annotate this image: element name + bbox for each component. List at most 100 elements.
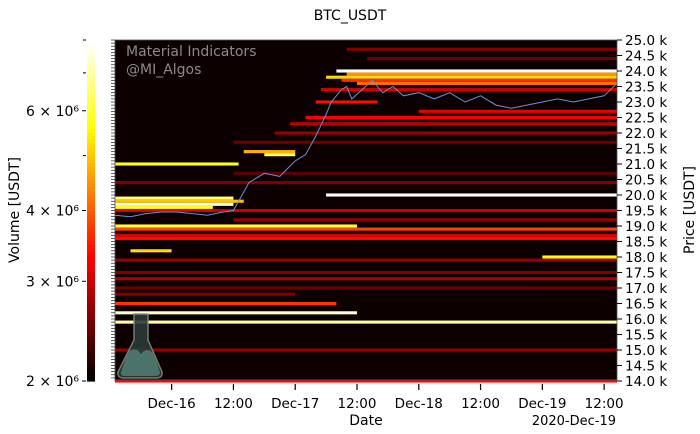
colorbar-segment [87,142,95,147]
heatmap-band [418,109,617,113]
price-tick-label: 20.5 k [625,173,667,189]
colorbar-segment [87,40,95,45]
heatmap-band [264,153,296,157]
colorbar-segment [87,254,95,259]
colorbar-segment [87,162,95,167]
colorbar-segment [87,213,95,218]
heatmap-band [115,205,213,209]
colorbar-segment [87,196,95,201]
colorbar-segment [87,70,95,75]
heatmap-band [326,75,617,79]
colorbar-segment [87,340,95,345]
colorbar-segment [87,176,95,181]
price-line [114,79,618,218]
colorbar-segment [87,155,95,160]
colorbar-segment [87,166,95,171]
colorbar-segment [87,183,95,188]
colorbar-segment [87,367,95,372]
price-tick-label: 19.5 k [625,204,667,220]
price-tick-label: 19.0 k [625,219,667,235]
colorbar-segment [87,285,95,290]
price-axis: 14.0 k14.5 k15.0 k15.5 k16.0 k16.5 k17.0… [111,33,667,390]
colorbar-segment [87,220,95,225]
price-tick-label: 17.0 k [625,281,667,297]
heatmap-band [115,286,617,290]
heatmap-band [320,88,617,92]
colorbar-tick-label: 2 × 10⁶ [26,374,79,390]
colorbar-segment [87,374,95,379]
heatmap-band [115,224,357,228]
date-tick-label: 12:00 [214,396,253,412]
colorbar-segment [87,258,95,263]
price-tick-label: 24.5 k [625,49,667,65]
colorbar-segment [87,244,95,249]
colorbar-segment [87,132,95,137]
colorbar-segment [87,292,95,297]
price-tick-label: 22.0 k [625,126,667,142]
colorbar-segment [87,63,95,68]
price-tick-label: 21.0 k [625,157,667,173]
colorbar-segment [87,350,95,355]
price-tick-label: 18.0 k [625,250,667,266]
heatmap-band [346,47,617,51]
heatmap-band [542,255,617,259]
heatmap-band [115,199,244,203]
colorbar-segment [87,46,95,51]
colorbar-segment [87,74,95,79]
price-tick-label: 22.5 k [625,111,667,127]
heatmap-band [115,320,617,324]
heatmap-band [233,140,617,144]
colorbar-segment [87,97,95,102]
date-tick-label: 12:00 [338,396,377,412]
colorbar-segment [87,101,95,106]
price-tick-label: 14.0 k [625,374,667,390]
price-tick-label: 17.5 k [625,266,667,282]
colorbar-segment [87,333,95,338]
heatmap-band [274,131,617,135]
colorbar-segment [87,210,95,215]
heatmap-band [115,348,617,352]
colorbar-segment [87,323,95,328]
heatmap-band [115,196,234,200]
colorbar-segment [87,370,95,375]
colorbar-segment [87,275,95,280]
colorbar-segment [87,282,95,287]
heatmap-band [346,72,617,76]
heatmap-band [115,208,617,213]
heatmap-band [336,69,617,73]
heatmap-band [115,311,357,315]
colorbar-segment [87,312,95,317]
colorbar-segment [87,169,95,174]
colorbar-segment [87,288,95,293]
colorbar-segment [87,271,95,276]
heatmap-band [115,277,617,281]
date-tick-label: Dec-19 [518,396,566,412]
x-axis-label: Date [349,413,382,429]
colorbar-segment [87,138,95,143]
colorbar-segment [87,230,95,235]
colorbar-segment [87,152,95,157]
price-tick-label: 16.0 k [625,312,667,328]
colorbar-segment [87,224,95,229]
heatmap-band [115,301,337,306]
colorbar-segment [87,346,95,351]
colorbar-segment [87,125,95,130]
colorbar-segment [87,360,95,365]
colorbar-segment [87,50,95,55]
heatmap-band [115,202,234,206]
colorbar-segment [87,278,95,283]
colorbar-segment [87,251,95,256]
heatmap-band [356,81,617,85]
colorbar-segment [87,145,95,150]
colorbar-segment [87,91,95,96]
price-tick-label: 18.5 k [625,235,667,251]
heatmap-band [115,258,617,262]
colorbar-segment [87,203,95,208]
colorbar-tick-label: 3 × 10⁶ [26,274,79,290]
date-axis: Dec-16 12:00 Dec-17 12:00 Dec-18 12:00 Dec-19 1… [148,384,624,412]
heatmap-band [115,227,617,231]
heatmap-band [233,171,617,175]
colorbar-segment [87,186,95,191]
x-offset-label: 2020-Dec-19 [532,414,616,429]
colorbar-segment [87,319,95,324]
